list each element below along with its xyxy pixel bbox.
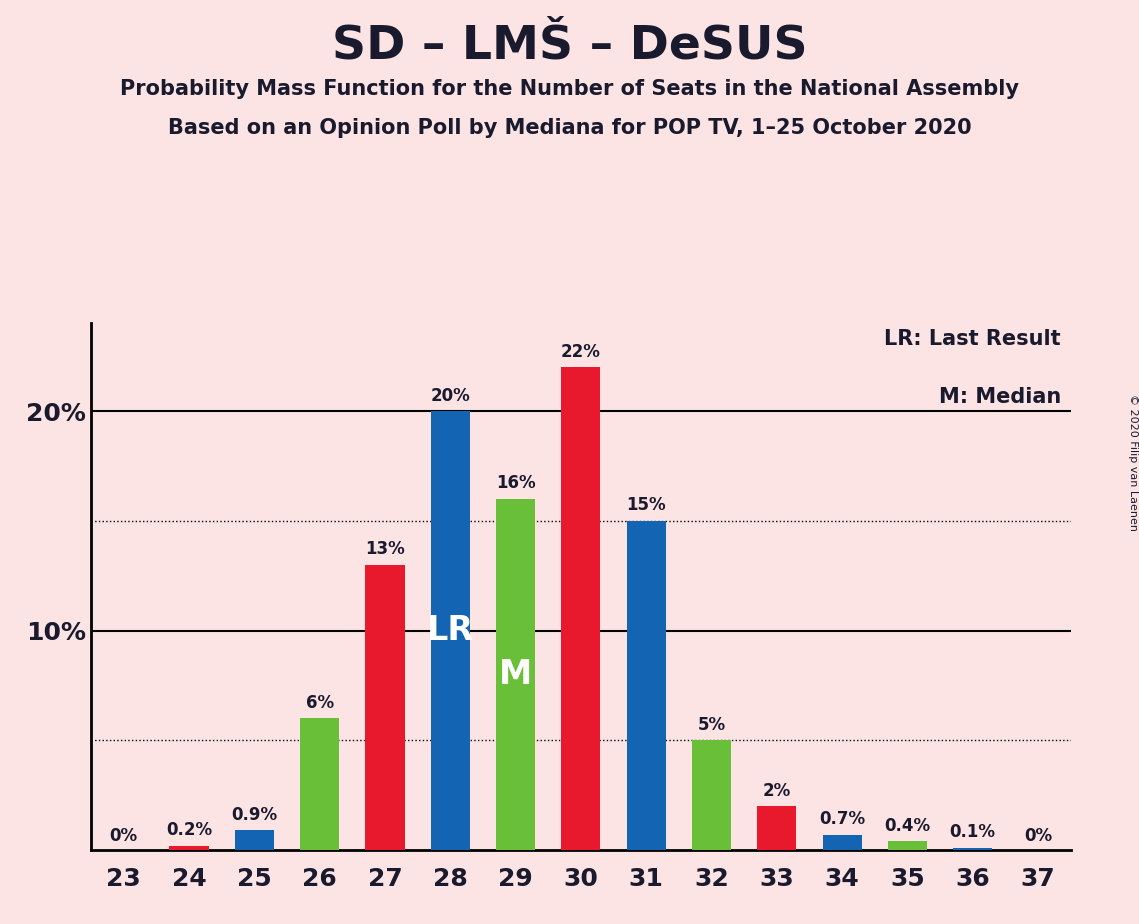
Bar: [887, 841, 927, 850]
Bar: [366, 565, 404, 850]
Text: SD – LMŠ – DeSUS: SD – LMŠ – DeSUS: [331, 23, 808, 68]
Bar: [170, 845, 208, 850]
Text: 5%: 5%: [697, 716, 726, 734]
Text: 6%: 6%: [305, 694, 334, 711]
Text: Probability Mass Function for the Number of Seats in the National Assembly: Probability Mass Function for the Number…: [120, 79, 1019, 99]
Text: 0.4%: 0.4%: [884, 817, 931, 834]
Text: 15%: 15%: [626, 496, 666, 515]
Text: 0.7%: 0.7%: [819, 810, 866, 828]
Text: 13%: 13%: [366, 541, 404, 558]
Text: 2%: 2%: [763, 782, 790, 799]
Text: LR: Last Result: LR: Last Result: [884, 329, 1060, 348]
Bar: [431, 411, 470, 850]
Text: 0%: 0%: [109, 827, 138, 845]
Text: Based on an Opinion Poll by Mediana for POP TV, 1–25 October 2020: Based on an Opinion Poll by Mediana for …: [167, 118, 972, 139]
Text: M: M: [499, 658, 532, 691]
Text: 22%: 22%: [560, 343, 601, 360]
Text: © 2020 Filip van Laenen: © 2020 Filip van Laenen: [1129, 394, 1138, 530]
Bar: [235, 831, 274, 850]
Bar: [300, 719, 339, 850]
Text: 16%: 16%: [495, 474, 535, 492]
Bar: [757, 806, 796, 850]
Text: 0%: 0%: [1024, 827, 1052, 845]
Text: M: Median: M: Median: [939, 386, 1060, 407]
Bar: [495, 499, 535, 850]
Bar: [691, 740, 731, 850]
Text: 0.9%: 0.9%: [231, 806, 278, 824]
Bar: [822, 834, 862, 850]
Bar: [626, 521, 666, 850]
Text: 0.2%: 0.2%: [166, 821, 212, 839]
Bar: [170, 845, 208, 850]
Text: 20%: 20%: [431, 386, 470, 405]
Text: 0.1%: 0.1%: [950, 823, 995, 841]
Bar: [562, 368, 600, 850]
Text: LR: LR: [427, 614, 474, 647]
Bar: [953, 848, 992, 850]
